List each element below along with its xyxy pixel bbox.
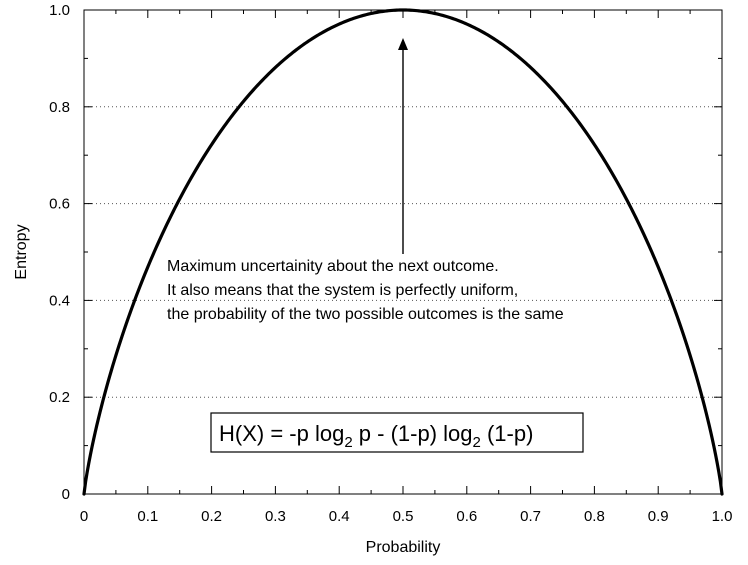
- y-tick-label: 0.6: [49, 196, 70, 213]
- y-tick-labels: 0 0.2 0.4 0.6 0.8 1.0: [49, 2, 70, 503]
- x-tick-label: 0.3: [265, 508, 286, 525]
- formula-middle: p - (1-p) log: [353, 421, 473, 446]
- x-axis-label: Probability: [366, 539, 441, 556]
- entropy-formula: H(X) = -p log2 p - (1-p) log2 (1-p): [219, 421, 533, 451]
- x-tick-label: 0.5: [393, 508, 414, 525]
- x-tick-label: 1.0: [712, 508, 733, 525]
- annotation-line: the probability of the two possible outc…: [167, 306, 564, 323]
- y-tick-label: 0: [62, 486, 70, 503]
- annotation-line: Maximum uncertainity about the next outc…: [167, 258, 499, 275]
- annotation-arrowhead: [398, 38, 408, 50]
- x-tick-label: 0.1: [137, 508, 158, 525]
- x-tick-label: 0.7: [520, 508, 541, 525]
- y-tick-label: 1.0: [49, 2, 70, 19]
- x-tick-labels: 0 0.1 0.2 0.3 0.4 0.5 0.6 0.7 0.8 0.9 1.0: [80, 508, 733, 525]
- annotation-line: It also means that the system is perfect…: [167, 282, 518, 299]
- y-tick-label: 0.2: [49, 389, 70, 406]
- formula-subscript: 2: [473, 434, 481, 451]
- x-tick-label: 0.9: [648, 508, 669, 525]
- formula-prefix: H(X) = -p log: [219, 421, 344, 446]
- formula-suffix: (1-p): [481, 421, 534, 446]
- x-tick-label: 0.6: [456, 508, 477, 525]
- formula-box: [210, 412, 584, 453]
- plot-frame: [83, 9, 723, 495]
- y-tick-label: 0.8: [49, 99, 70, 116]
- x-tick-label: 0.4: [329, 508, 350, 525]
- x-tick-label: 0.2: [201, 508, 222, 525]
- y-tick-label: 0.4: [49, 292, 70, 309]
- y-axis-label: Entropy: [13, 224, 30, 279]
- formula-subscript: 2: [344, 434, 352, 451]
- x-tick-label: 0: [80, 508, 88, 525]
- x-tick-label: 0.8: [584, 508, 605, 525]
